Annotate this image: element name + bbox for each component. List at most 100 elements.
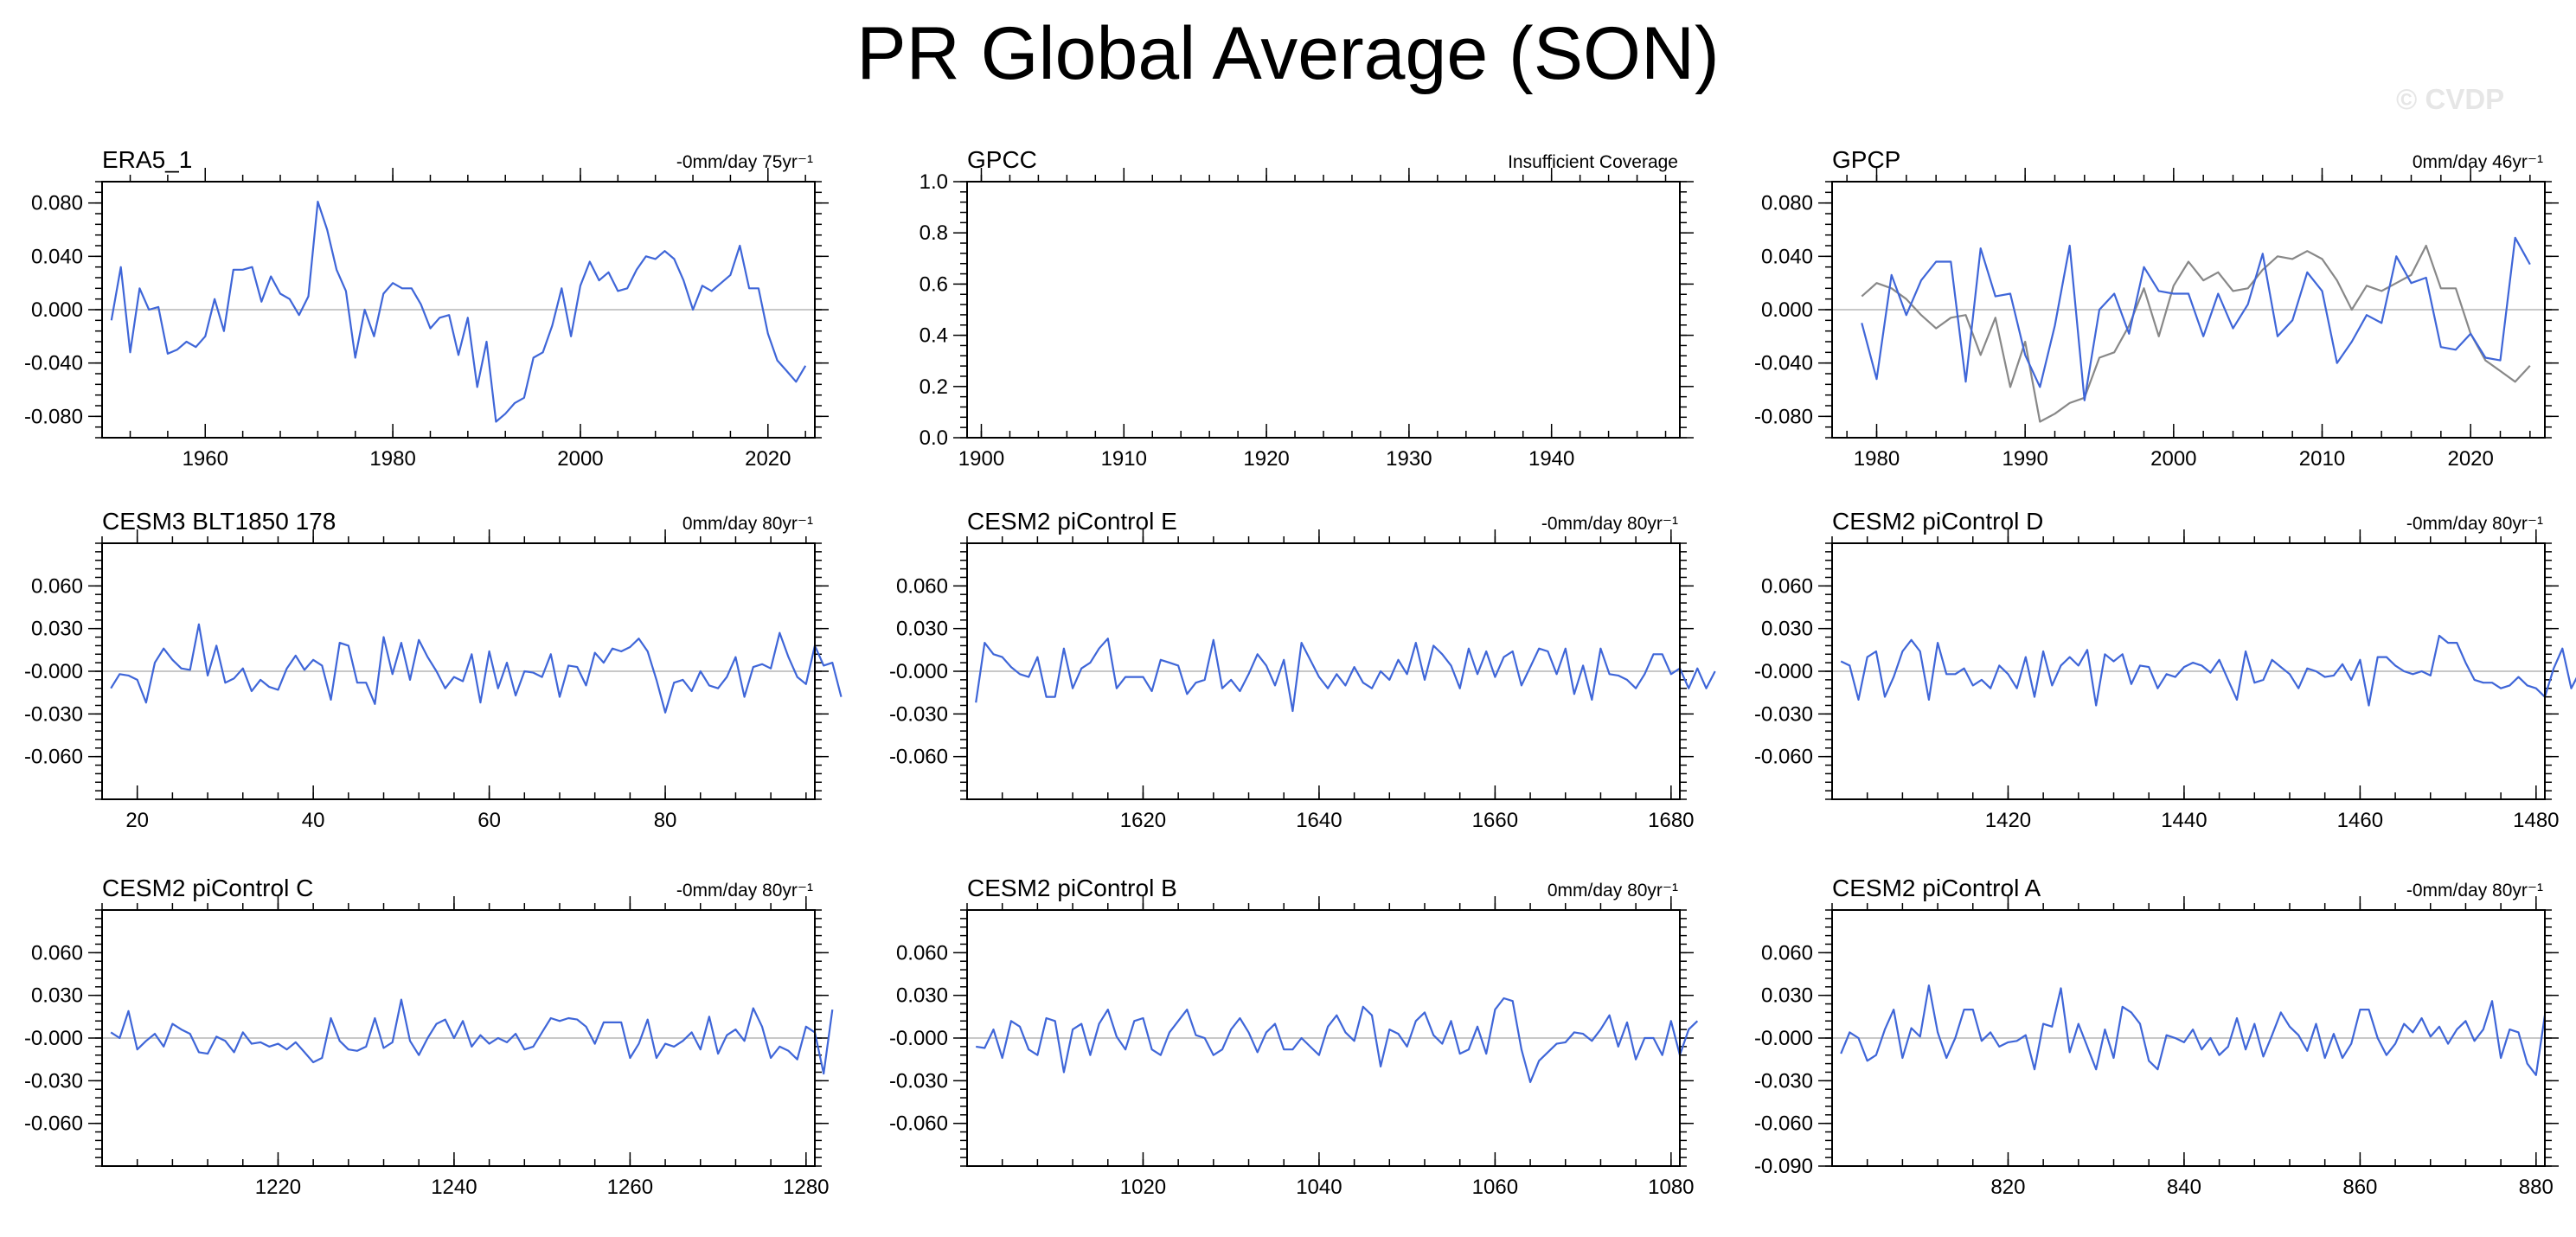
y-tick-label: -0.030: [24, 702, 83, 726]
series-line: [110, 998, 834, 1075]
x-tick-label: 1020: [1120, 1176, 1166, 1199]
chart-panel-1: ERA5_1 -0mm/day 75yr⁻¹ 1960 1980 2000 2020 -0.…: [24, 146, 829, 471]
x-tick-label: 1280: [783, 1176, 829, 1199]
y-tick-label: 0.000: [31, 298, 83, 322]
plot-frame: [101, 181, 816, 439]
panel-annotation: -0mm/day 75yr⁻¹: [676, 152, 813, 172]
x-tick-label: 1980: [1854, 447, 1900, 471]
y-tick-label: -0.060: [24, 1112, 83, 1136]
plot-frame: [966, 909, 1681, 1167]
x-tick-label: 1680: [1648, 809, 1694, 832]
x-tick-label: 1460: [2337, 809, 2383, 832]
plot-frame: [966, 181, 1681, 439]
y-tick-label: -0.000: [1754, 1027, 1813, 1050]
panel-annotation: 0mm/day 46yr⁻¹: [2413, 152, 2543, 172]
chart-panel-2: GPCC Insufficient Coverage 1900 1910 1920 193…: [920, 146, 1694, 471]
y-tick-label: 0.030: [1761, 618, 1813, 641]
y-tick-label: 0.060: [1761, 574, 1813, 598]
x-tick-label: 1440: [2161, 809, 2207, 832]
y-tick-label: 0.2: [920, 375, 948, 399]
series-line: [975, 638, 1716, 713]
x-tick-label: 1040: [1296, 1176, 1342, 1199]
x-tick-label: 1930: [1386, 447, 1432, 471]
y-tick-label: -0.090: [1754, 1155, 1813, 1178]
x-tick-label: 2020: [2447, 447, 2493, 471]
y-tick-label: 0.8: [920, 221, 948, 245]
x-tick-label: 1640: [1296, 809, 1342, 832]
panel-annotation: 0mm/day 80yr⁻¹: [1548, 881, 1678, 901]
y-tick-label: 0.060: [896, 574, 948, 598]
x-tick-label: 2020: [745, 447, 791, 471]
x-tick-label: 1940: [1528, 447, 1574, 471]
x-tick-label: 60: [477, 809, 501, 832]
x-tick-label: 1990: [2002, 447, 2047, 471]
y-tick-label: 0.030: [31, 618, 83, 641]
x-tick-label: 840: [2167, 1176, 2201, 1199]
x-tick-label: 1480: [2513, 809, 2559, 832]
observed-series-line: [1861, 244, 2531, 423]
plot-frame: [1831, 181, 2546, 439]
series-line: [110, 623, 843, 714]
x-tick-label: 820: [1990, 1176, 2025, 1199]
y-tick-label: 0.040: [31, 245, 83, 268]
chart-panel-8: CESM2 piControl B 0mm/day 80yr⁻¹ 1020 1040 1…: [889, 875, 1699, 1199]
series-line: [110, 201, 807, 423]
panel-title: CESM2 piControl D: [1832, 508, 2043, 535]
y-tick-label: 1.0: [920, 170, 948, 194]
y-tick-label: 0.080: [31, 192, 83, 215]
chart-panel-4: CESM3 BLT1850 178 0mm/day 80yr⁻¹ 20 40 60 80 -…: [24, 508, 843, 832]
y-tick-label: 0.4: [920, 324, 948, 348]
panel-annotation: Insufficient Coverage: [1508, 152, 1678, 172]
panel-title: GPCP: [1832, 146, 1900, 173]
y-tick-label: -0.080: [1754, 405, 1813, 428]
y-tick-label: -0.030: [1754, 1069, 1813, 1093]
chart-panel-3: GPCP 0mm/day 46yr⁻¹ 1980 1990 2000 2010 2020 -0…: [1754, 146, 2559, 471]
chart-panel-9: CESM2 piControl A -0mm/day 80yr⁻¹ 820 840 86…: [1754, 875, 2559, 1199]
x-tick-label: 1060: [1472, 1176, 1518, 1199]
y-tick-label: -0.000: [24, 660, 83, 683]
x-tick-label: 2000: [2150, 447, 2196, 471]
plot-frame: [101, 542, 816, 800]
y-tick-label: -0.040: [24, 352, 83, 375]
x-tick-label: 1980: [369, 447, 415, 471]
x-tick-label: 880: [2519, 1176, 2554, 1199]
panel-annotation: -0mm/day 80yr⁻¹: [676, 881, 813, 901]
panel-title: CESM2 piControl E: [967, 508, 1177, 535]
series-line: [1861, 236, 2531, 401]
x-tick-label: 40: [302, 809, 325, 832]
plot-frame: [1831, 909, 2546, 1167]
y-tick-label: -0.030: [889, 1069, 948, 1093]
y-tick-label: 0.040: [1761, 245, 1813, 268]
x-tick-label: 1260: [607, 1176, 653, 1199]
y-tick-label: 0.0: [920, 426, 948, 450]
series-line: [1840, 634, 2576, 707]
series-line: [976, 997, 1699, 1084]
page-title: PR Global Average (SON): [856, 12, 1720, 95]
panel-annotation: -0mm/day 80yr⁻¹: [2406, 881, 2543, 901]
y-tick-label: -0.060: [1754, 1112, 1813, 1136]
x-tick-label: 1660: [1472, 809, 1518, 832]
chart-panel-6: CESM2 piControl D -0mm/day 80yr⁻¹ 1420 1440…: [1754, 508, 2576, 832]
x-tick-label: 860: [2342, 1176, 2377, 1199]
panel-title: GPCC: [967, 146, 1037, 173]
y-tick-label: 0.030: [31, 984, 83, 1008]
y-tick-label: 0.000: [1761, 298, 1813, 322]
x-tick-label: 2010: [2299, 447, 2345, 471]
y-tick-label: -0.000: [1754, 660, 1813, 683]
chart-panel-7: CESM2 piControl C -0mm/day 80yr⁻¹ 1220 1240…: [24, 875, 834, 1199]
y-tick-label: -0.030: [24, 1069, 83, 1093]
y-tick-label: -0.060: [1754, 746, 1813, 769]
x-tick-label: 1960: [183, 447, 228, 471]
y-tick-label: 0.030: [1761, 984, 1813, 1008]
panel-title: CESM2 piControl B: [967, 875, 1177, 901]
x-tick-label: 1910: [1101, 447, 1147, 471]
plot-frame: [1831, 542, 2546, 800]
y-tick-label: -0.060: [889, 1112, 948, 1136]
panel-title: ERA5_1: [102, 146, 192, 173]
x-tick-label: 1620: [1120, 809, 1166, 832]
x-tick-label: 20: [125, 809, 149, 832]
x-tick-label: 1080: [1648, 1176, 1694, 1199]
y-tick-label: 0.030: [896, 984, 948, 1008]
y-tick-label: 0.030: [896, 618, 948, 641]
